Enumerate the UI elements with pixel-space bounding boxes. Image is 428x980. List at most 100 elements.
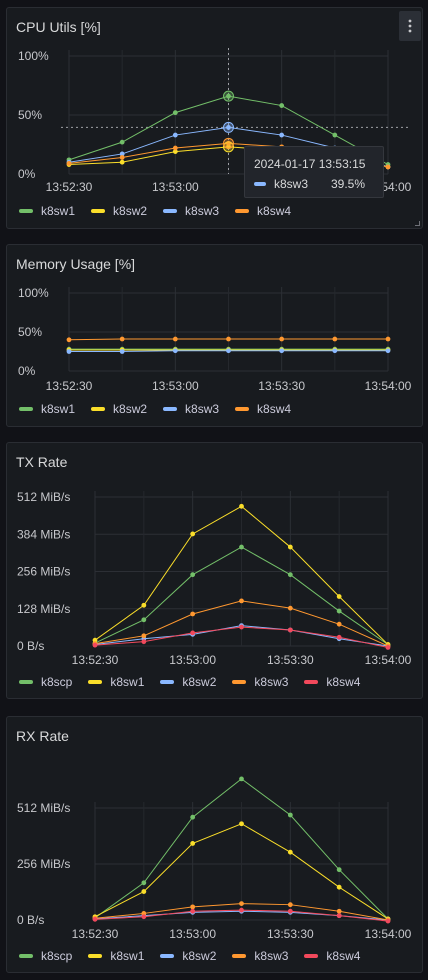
data-point-k8sw4[interactable]: [239, 907, 244, 913]
rx-rate-chart[interactable]: 512 MiB/s 256 MiB/s 0 B/s 13:52:30 13:53:00 1…: [7, 717, 424, 974]
data-point-k8sw3[interactable]: [119, 349, 125, 354]
data-point-k8sw2[interactable]: [119, 159, 125, 165]
data-point-k8sw1[interactable]: [336, 884, 342, 890]
data-point-k8sw4[interactable]: [141, 639, 147, 645]
data-point-k8sw3[interactable]: [385, 348, 391, 354]
legend-item-k8sw3[interactable]: k8sw3: [163, 204, 219, 218]
data-point-k8sw3[interactable]: [141, 633, 147, 639]
data-point-k8sw4[interactable]: [385, 336, 391, 342]
data-point-k8sw1[interactable]: [239, 821, 244, 827]
data-point-k8sw4[interactable]: [336, 913, 342, 919]
legend-item-k8sw1[interactable]: k8sw1: [88, 675, 144, 689]
legend-item-k8scp[interactable]: k8scp: [19, 949, 72, 963]
data-point-k8sw1[interactable]: [239, 503, 244, 509]
data-point-k8sw3[interactable]: [336, 908, 342, 914]
data-point-k8sw4[interactable]: [279, 336, 285, 342]
data-point-k8scp[interactable]: [336, 867, 342, 873]
legend-label: k8sw3: [185, 204, 220, 218]
data-point-k8sw1[interactable]: [190, 531, 196, 537]
data-point-k8sw4[interactable]: [66, 337, 72, 343]
data-point-k8sw4[interactable]: [172, 336, 178, 342]
data-point-k8sw3[interactable]: [190, 904, 196, 910]
legend-item-k8sw2[interactable]: k8sw2: [91, 402, 147, 416]
data-point-k8sw4[interactable]: [92, 916, 98, 922]
data-point-k8sw1[interactable]: [141, 889, 147, 894]
data-point-k8sw4[interactable]: [172, 145, 178, 151]
x-tick-label: 13:52:30: [46, 379, 93, 393]
data-point-k8sw4[interactable]: [119, 336, 125, 342]
legend-item-k8sw1[interactable]: k8sw1: [19, 204, 75, 218]
data-point-k8sw1[interactable]: [141, 602, 147, 608]
legend-item-k8sw3[interactable]: k8sw3: [163, 402, 219, 416]
tx-rate-panel: TX Rate 512 MiB/s 384 MiB/s 256 MiB/s 128 M…: [6, 442, 423, 699]
legend-item-k8sw4[interactable]: k8sw4: [235, 204, 291, 218]
data-point-k8sw4[interactable]: [332, 336, 338, 342]
data-point-k8sw4[interactable]: [66, 160, 72, 166]
panel-menu-button[interactable]: [399, 11, 421, 41]
legend-item-k8sw4[interactable]: k8sw4: [304, 675, 360, 689]
data-point-k8sw4[interactable]: [385, 918, 391, 924]
data-point-k8sw1[interactable]: [119, 139, 125, 145]
data-point-k8sw4[interactable]: [385, 164, 391, 170]
data-point-k8sw1[interactable]: [287, 849, 293, 855]
data-point-k8sw3[interactable]: [279, 132, 285, 138]
data-point-k8sw2[interactable]: [172, 149, 178, 154]
data-point-k8sw4[interactable]: [287, 627, 293, 633]
data-point-k8sw3[interactable]: [119, 151, 125, 157]
data-point-k8scp[interactable]: [239, 544, 244, 550]
legend-item-k8sw2[interactable]: k8sw2: [91, 204, 147, 218]
data-point-k8sw4[interactable]: [385, 645, 391, 650]
data-point-k8sw3[interactable]: [190, 611, 196, 617]
data-point-k8scp[interactable]: [239, 776, 244, 782]
data-point-k8sw3[interactable]: [287, 902, 293, 908]
data-point-k8scp[interactable]: [141, 880, 147, 886]
data-point-k8sw4[interactable]: [190, 908, 196, 914]
data-point-k8sw3[interactable]: [336, 621, 342, 627]
legend-item-k8sw2[interactable]: k8sw2: [160, 949, 216, 963]
legend-item-k8sw2[interactable]: k8sw2: [160, 675, 216, 689]
data-point-k8sw4[interactable]: [336, 634, 342, 640]
data-point-k8sw1[interactable]: [92, 637, 98, 643]
data-point-k8sw4[interactable]: [239, 624, 244, 630]
data-point-k8scp[interactable]: [190, 572, 196, 578]
legend-item-k8scp[interactable]: k8scp: [19, 675, 72, 689]
data-point-k8sw3[interactable]: [279, 348, 285, 354]
data-point-k8sw4[interactable]: [190, 630, 196, 636]
data-point-k8sw1[interactable]: [332, 132, 338, 138]
data-point-k8sw4[interactable]: [119, 155, 125, 160]
data-point-k8sw3[interactable]: [226, 348, 231, 354]
data-point-k8sw3[interactable]: [141, 911, 147, 916]
legend-item-k8sw3[interactable]: k8sw3: [232, 675, 288, 689]
data-point-k8sw3[interactable]: [332, 348, 338, 354]
data-point-k8sw4[interactable]: [226, 336, 231, 342]
data-point-k8scp[interactable]: [287, 812, 293, 818]
legend-item-k8sw1[interactable]: k8sw1: [19, 402, 75, 416]
resize-handle[interactable]: [415, 221, 420, 226]
data-point-k8scp[interactable]: [141, 617, 147, 623]
data-point-k8scp[interactable]: [287, 572, 293, 578]
data-point-k8sw3[interactable]: [172, 348, 178, 354]
tx-rate-chart[interactable]: 512 MiB/s 384 MiB/s 256 MiB/s 128 MiB/s 0 B/…: [7, 443, 424, 700]
legend-item-k8sw4[interactable]: k8sw4: [304, 949, 360, 963]
legend-item-k8sw4[interactable]: k8sw4: [235, 402, 291, 416]
data-point-k8sw1[interactable]: [226, 93, 231, 99]
data-point-k8sw1[interactable]: [336, 594, 342, 599]
data-point-k8sw1[interactable]: [279, 103, 285, 108]
data-point-k8sw4[interactable]: [141, 914, 147, 920]
data-point-k8sw4[interactable]: [287, 908, 293, 914]
data-point-k8sw3[interactable]: [239, 598, 244, 604]
legend-item-k8sw1[interactable]: k8sw1: [88, 949, 144, 963]
data-point-k8sw1[interactable]: [190, 841, 196, 846]
data-point-k8sw1[interactable]: [287, 544, 293, 550]
data-point-k8sw3[interactable]: [226, 124, 231, 130]
data-point-k8sw4[interactable]: [92, 642, 98, 648]
data-point-k8scp[interactable]: [190, 814, 196, 820]
data-point-k8sw1[interactable]: [172, 110, 178, 116]
data-point-k8sw3[interactable]: [172, 132, 178, 138]
data-point-k8sw3[interactable]: [287, 605, 293, 611]
data-point-k8scp[interactable]: [336, 608, 342, 614]
memory-chart[interactable]: 100% 50% 0% 13:52:30 13:53:00 13:53:30 13:54:0…: [7, 245, 424, 428]
legend-item-k8sw3[interactable]: k8sw3: [232, 949, 288, 963]
data-point-k8sw3[interactable]: [66, 349, 72, 354]
data-point-k8sw3[interactable]: [239, 901, 244, 906]
